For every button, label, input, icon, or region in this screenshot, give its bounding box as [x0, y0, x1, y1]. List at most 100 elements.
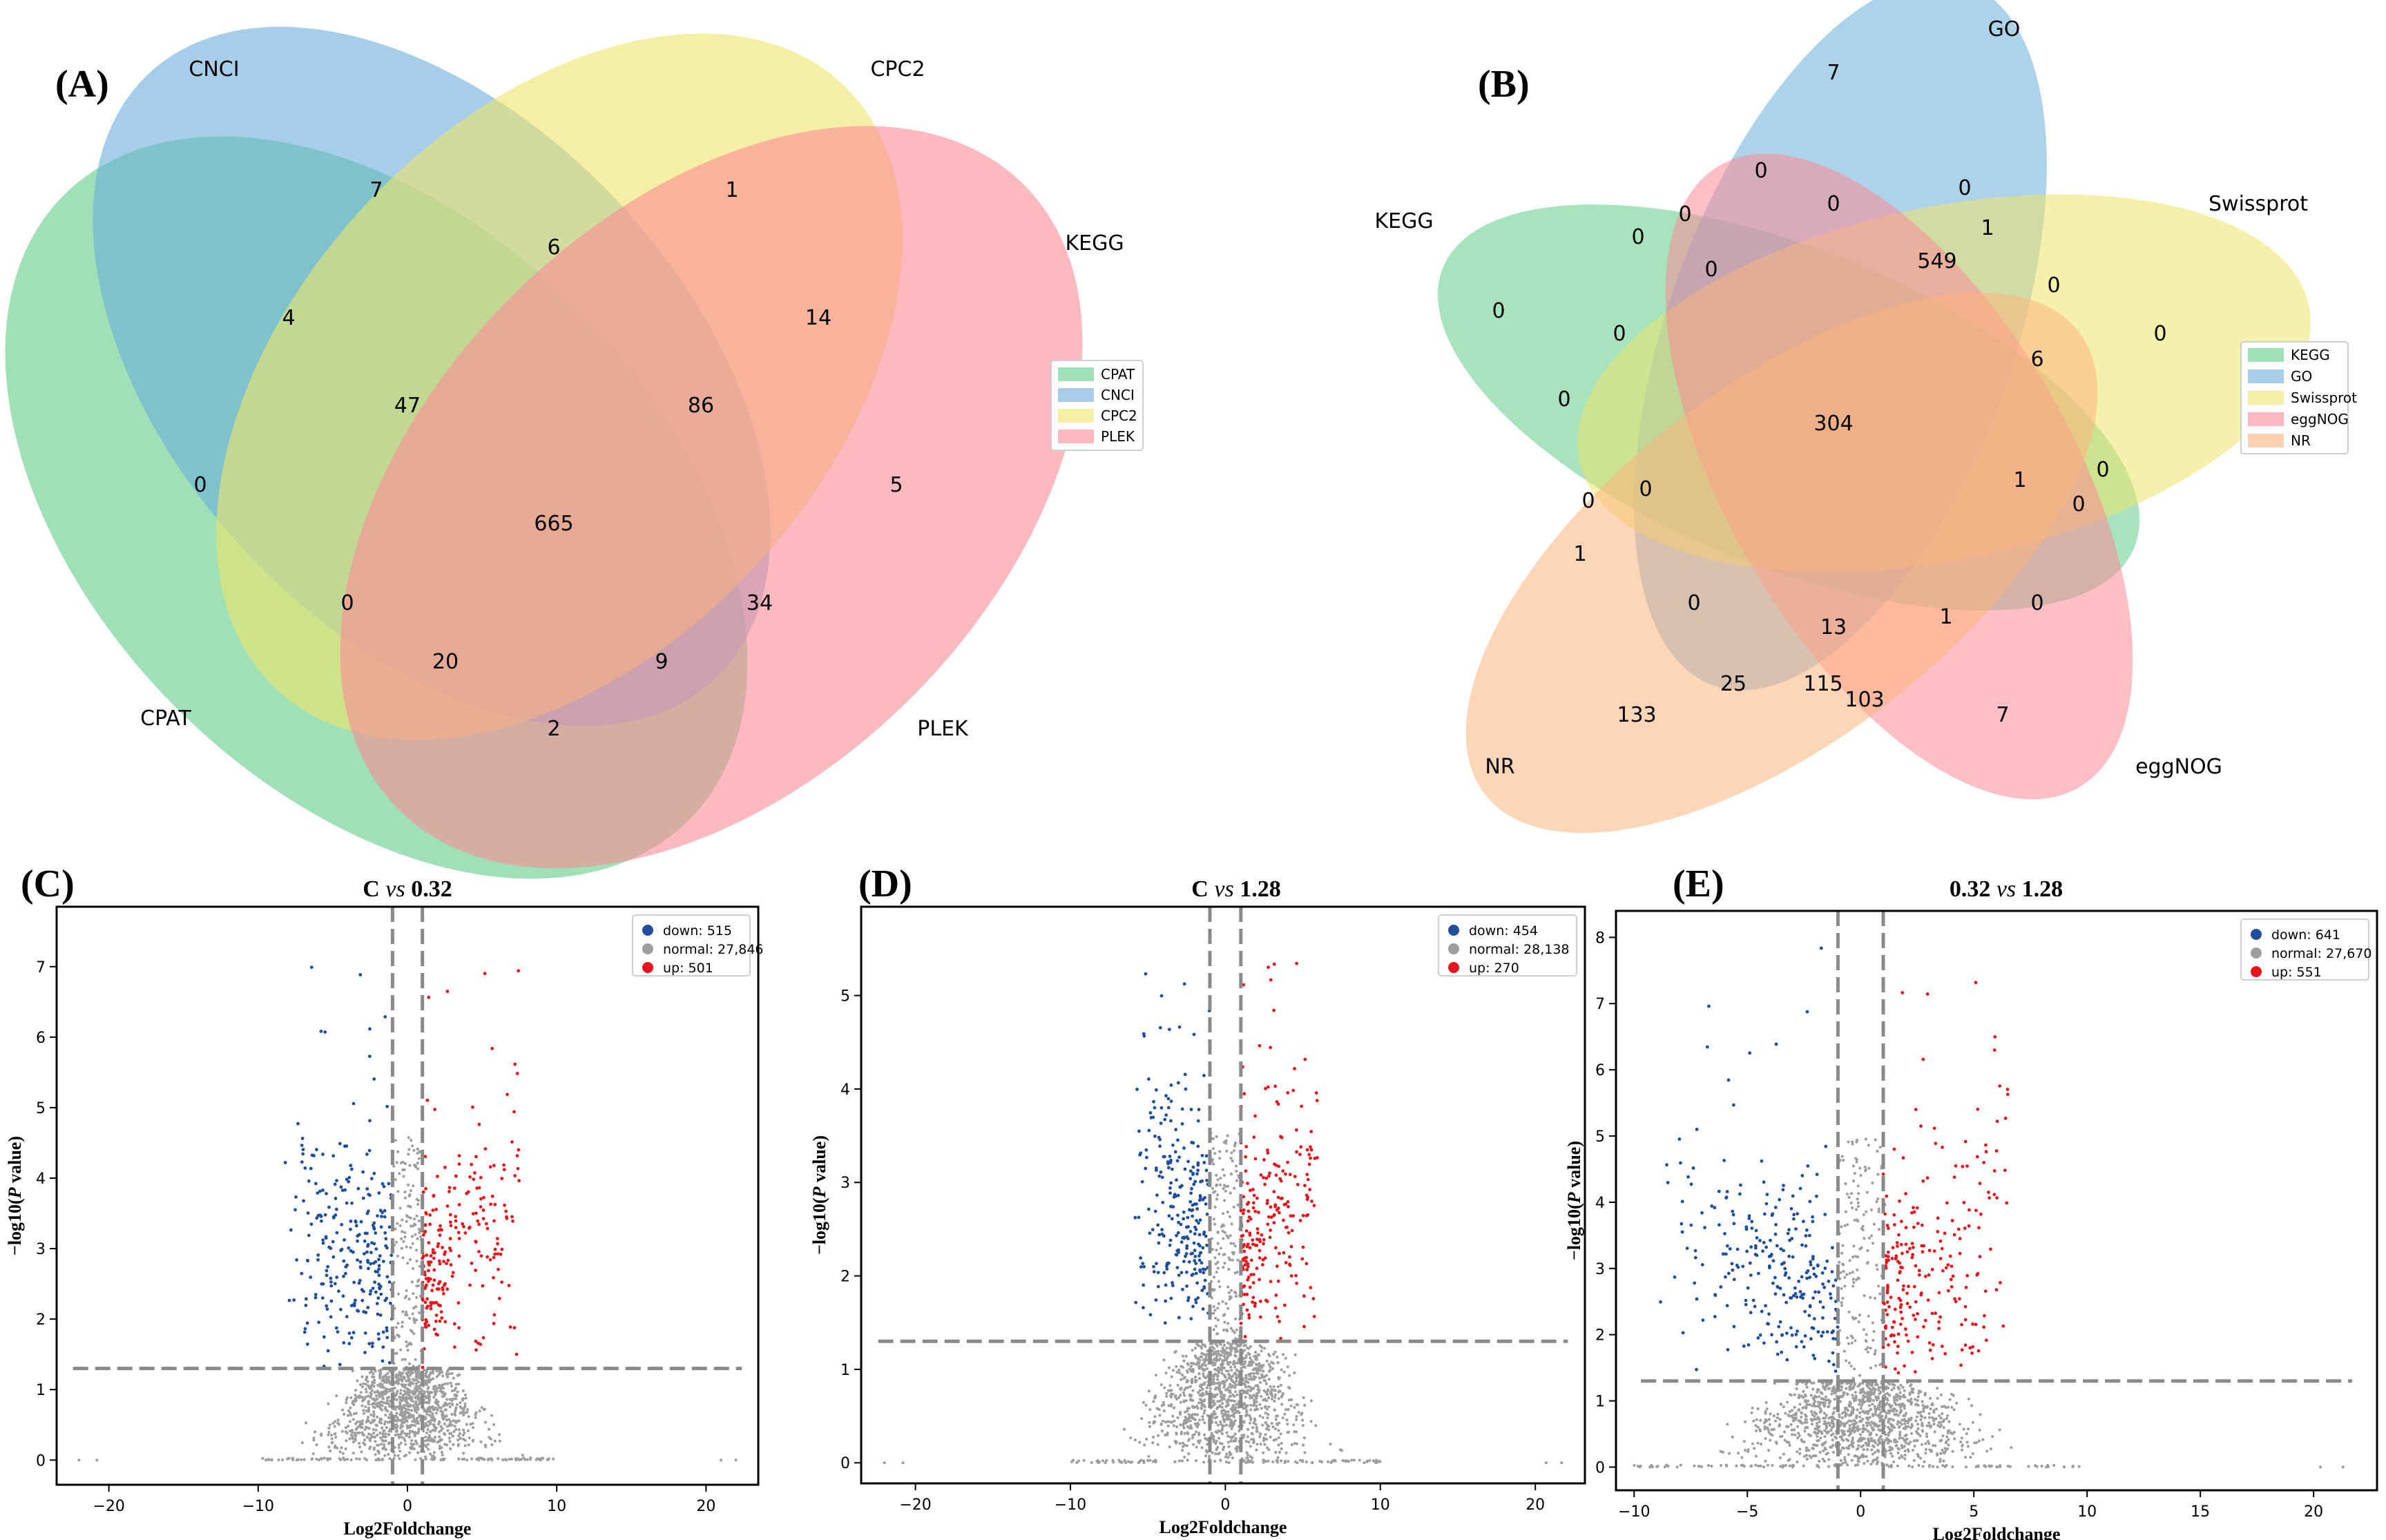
normal-gene-point [1924, 1442, 1927, 1445]
normal-gene-point [1175, 1441, 1178, 1445]
normal-gene-point [1195, 1405, 1199, 1408]
down-gene-point [344, 1265, 348, 1269]
up-gene-point [1268, 1235, 1272, 1240]
down-gene-point [307, 1233, 311, 1238]
down-gene-point [1148, 1111, 1153, 1115]
up-gene-point [1315, 1099, 1319, 1103]
normal-gene-point [412, 1443, 416, 1446]
normal-gene-point [374, 1459, 378, 1462]
normal-gene-point [1253, 1418, 1257, 1422]
normal-gene-point [394, 1326, 398, 1329]
down-gene-point [322, 1335, 326, 1339]
normal-gene-point [1226, 1456, 1230, 1459]
normal-gene-point [1227, 1256, 1231, 1260]
down-gene-point [1167, 1028, 1171, 1031]
legend-swatch [2248, 391, 2284, 405]
legend-label: Swissprot [2291, 389, 2357, 406]
normal-gene-point [1267, 1396, 1271, 1400]
up-gene-point [1257, 1211, 1260, 1214]
normal-gene-point [1234, 1295, 1238, 1298]
up-gene-point [423, 1229, 427, 1233]
normal-gene-point [331, 1421, 335, 1425]
up-gene-point [1306, 1213, 1310, 1217]
normal-gene-point [384, 1414, 387, 1417]
normal-gene-point [1778, 1424, 1781, 1427]
normal-gene-point [315, 1443, 318, 1447]
down-gene-point [1197, 1254, 1201, 1258]
normal-gene-point [1201, 1367, 1204, 1371]
normal-gene-point [1813, 1430, 1817, 1434]
normal-gene-point [1255, 1404, 1258, 1407]
up-gene-point [1251, 1300, 1254, 1304]
down-gene-point [349, 1227, 352, 1231]
up-gene-point [1252, 1135, 1256, 1139]
normal-gene-point [1302, 1396, 1305, 1399]
normal-gene-point [1219, 1342, 1222, 1346]
down-gene-point [316, 1213, 320, 1217]
normal-gene-point [1226, 1441, 1230, 1444]
normal-gene-point [403, 1358, 407, 1361]
normal-gene-point [1798, 1434, 1801, 1438]
normal-gene-point [1825, 1384, 1828, 1387]
normal-gene-point [1977, 1439, 1981, 1443]
normal-gene-point [362, 1434, 365, 1437]
up-gene-point [479, 1175, 483, 1180]
normal-gene-point [360, 1385, 364, 1389]
down-gene-point [363, 1252, 366, 1255]
normal-gene-point [1778, 1418, 1782, 1421]
normal-gene-point [445, 1403, 448, 1407]
normal-gene-point [366, 1416, 370, 1419]
normal-gene-point [1544, 1461, 1548, 1465]
normal-gene-point [1823, 1404, 1827, 1407]
down-gene-point [372, 1221, 376, 1225]
up-gene-point [1249, 1188, 1252, 1193]
normal-gene-point [372, 1427, 375, 1431]
normal-gene-point [1202, 1461, 1206, 1464]
up-gene-point [1309, 1130, 1313, 1133]
down-gene-point [1144, 972, 1148, 976]
normal-gene-point [376, 1391, 380, 1394]
up-gene-point [497, 1296, 501, 1300]
normal-gene-point [1195, 1363, 1198, 1366]
normal-gene-point [1285, 1408, 1288, 1412]
normal-gene-point [1286, 1365, 1289, 1369]
normal-gene-point [407, 1204, 410, 1208]
normal-gene-point [435, 1375, 439, 1378]
up-gene-point [423, 1300, 427, 1305]
normal-gene-point [1896, 1414, 1901, 1417]
down-gene-point [1195, 1202, 1198, 1206]
down-gene-point [381, 1211, 384, 1215]
normal-gene-point [1805, 1421, 1809, 1424]
normal-gene-point [1952, 1430, 1956, 1434]
normal-gene-point [1129, 1436, 1133, 1440]
normal-gene-point [370, 1369, 374, 1373]
normal-gene-point [1817, 1388, 1820, 1392]
normal-gene-point [1788, 1393, 1791, 1396]
down-gene-point [368, 1292, 372, 1296]
normal-gene-point [425, 1383, 428, 1387]
normal-gene-point [1282, 1353, 1285, 1356]
normal-gene-point [330, 1437, 334, 1441]
down-gene-point [1190, 1186, 1193, 1191]
venn-b-count: 6 [2030, 347, 2043, 372]
normal-gene-point [340, 1446, 343, 1450]
normal-gene-point [1193, 1418, 1196, 1421]
y-tick-label: 5 [840, 988, 850, 1005]
normal-gene-point [345, 1439, 348, 1443]
normal-gene-point [1224, 1376, 1227, 1379]
up-gene-point [1272, 1213, 1276, 1217]
normal-gene-point [1301, 1459, 1305, 1463]
normal-gene-point [1213, 1416, 1217, 1420]
normal-gene-point [1303, 1451, 1307, 1454]
normal-gene-point [1882, 1394, 1885, 1398]
normal-gene-point [1222, 1173, 1226, 1177]
normal-gene-point [300, 1441, 304, 1445]
normal-gene-point [457, 1383, 461, 1386]
normal-gene-point [1203, 1381, 1206, 1385]
normal-gene-point [1209, 1387, 1212, 1390]
normal-gene-point [1830, 1392, 1834, 1396]
normal-gene-point [1767, 1418, 1771, 1421]
plot-title-right: 1.28 [2016, 876, 2063, 902]
normal-gene-point [349, 1406, 352, 1409]
normal-gene-point [1921, 1429, 1924, 1432]
